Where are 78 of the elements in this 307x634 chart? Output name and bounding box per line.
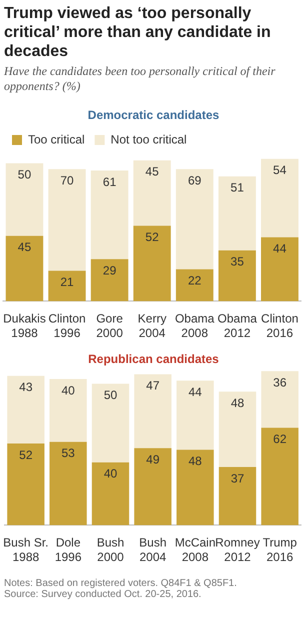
x-tick-label: Obama 2012 xyxy=(218,312,258,340)
x-tick-label: Dole 1996 xyxy=(54,536,82,564)
data-label: 54 xyxy=(273,163,287,178)
x-tick-label: Bush Sr. 1988 xyxy=(3,536,48,564)
legend-label: Too critical xyxy=(28,132,85,146)
bar xyxy=(7,443,44,526)
data-label: 48 xyxy=(188,454,202,468)
x-tick-label: Bush 2000 xyxy=(96,536,124,564)
bar xyxy=(218,250,256,302)
bar xyxy=(261,158,298,238)
bar xyxy=(176,380,214,450)
x-tick-label: McCain 2008 xyxy=(174,536,216,564)
text: Notes: Based on registered voters. Q84F1 & Q85F1. xyxy=(3,578,238,589)
bar xyxy=(261,237,298,302)
source-note: Source: Survey conducted Oct. 20-25, 2016. xyxy=(3,589,202,600)
bar xyxy=(261,428,298,526)
legend-label: Not too critical xyxy=(110,132,187,146)
bar xyxy=(218,467,256,526)
bar xyxy=(134,448,172,526)
x-tick-label: Obama 2008 xyxy=(174,312,215,340)
data-label: 45 xyxy=(18,240,32,254)
text: Democratic candidates xyxy=(86,108,220,122)
bar xyxy=(90,259,128,302)
bar xyxy=(133,160,171,226)
data-label: 50 xyxy=(18,168,32,182)
data-label: 49 xyxy=(146,452,160,466)
bar xyxy=(176,269,214,302)
data-label: 70 xyxy=(60,173,74,188)
x-tick-label: Bush 2004 xyxy=(139,536,167,564)
x-tick-label: Dukakis 1988 xyxy=(3,312,46,340)
data-label: 47 xyxy=(146,378,160,393)
data-label: 45 xyxy=(145,164,160,179)
bar xyxy=(48,169,86,271)
data-label: 50 xyxy=(104,388,118,402)
data-label: 44 xyxy=(188,384,202,399)
bar xyxy=(218,392,256,468)
bar xyxy=(176,169,214,270)
data-label: 29 xyxy=(102,263,117,278)
x-tick-label: Clinton 2016 xyxy=(261,312,298,340)
data-label: 40 xyxy=(61,383,76,398)
data-label: 52 xyxy=(145,230,160,244)
data-label: 40 xyxy=(104,466,118,481)
bar xyxy=(92,384,130,462)
bar xyxy=(50,442,87,526)
x-tick-label: Romney 2012 xyxy=(215,536,260,564)
data-label: 48 xyxy=(230,396,244,410)
bar xyxy=(6,236,44,302)
data-label: 52 xyxy=(19,448,33,462)
bar xyxy=(176,450,214,526)
x-tick-label: Gore 2000 xyxy=(96,312,124,340)
data-label: 51 xyxy=(230,180,244,195)
bar xyxy=(261,371,298,428)
data-label: 35 xyxy=(230,254,244,269)
x-tick-label: Clinton 1996 xyxy=(48,312,86,340)
data-label: 36 xyxy=(273,375,287,390)
data-label: 43 xyxy=(19,380,33,394)
chart-subtitle: Have the candidates been too personally critical of their opponents? (%) xyxy=(3,63,276,95)
bar xyxy=(92,462,130,526)
bar xyxy=(6,163,44,236)
bar xyxy=(7,376,44,444)
bar xyxy=(50,379,87,442)
data-label: 37 xyxy=(230,471,244,486)
data-label: 62 xyxy=(273,432,287,446)
x-tick-label: Trump 2016 xyxy=(262,536,298,564)
data-label: 44 xyxy=(273,242,287,256)
x-tick-label: Kerry 2004 xyxy=(138,312,166,340)
data-label: 53 xyxy=(61,446,76,460)
bar xyxy=(48,270,86,302)
chart-title: Trump viewed as ‘too personally critical’ more than any candidate in decades xyxy=(3,4,272,61)
data-label: 22 xyxy=(188,274,202,288)
chart-title: Republican candidates xyxy=(87,352,220,366)
bar xyxy=(218,176,256,250)
data-label: 21 xyxy=(60,275,74,290)
bar xyxy=(134,374,172,448)
bar xyxy=(90,170,128,260)
data-label: 61 xyxy=(102,174,117,189)
bar xyxy=(133,226,171,302)
data-label: 69 xyxy=(188,173,202,188)
